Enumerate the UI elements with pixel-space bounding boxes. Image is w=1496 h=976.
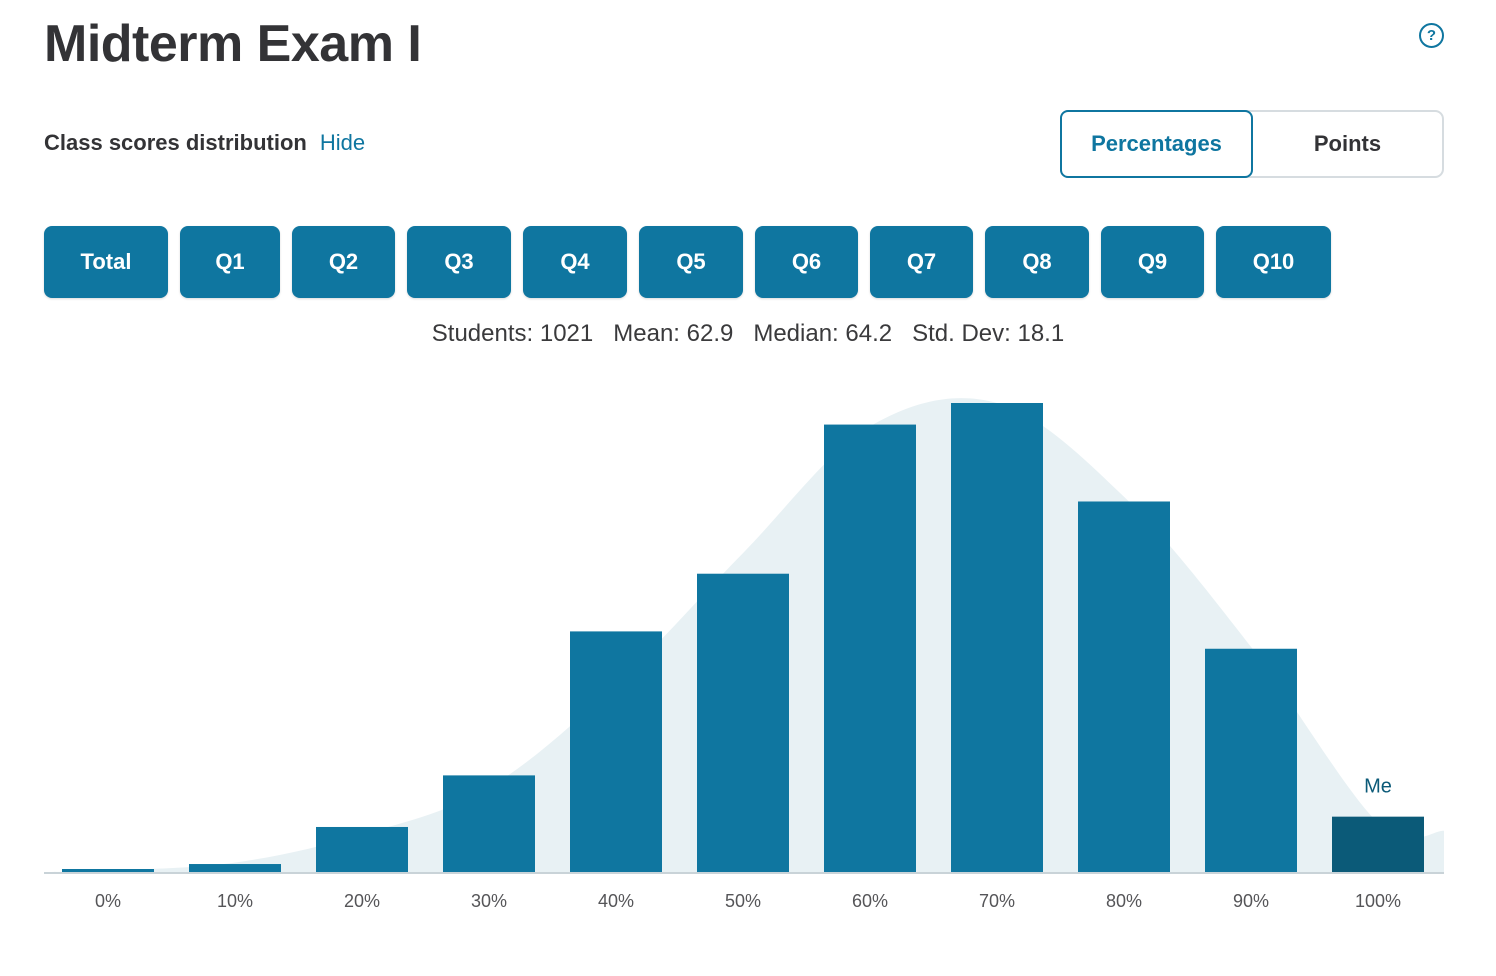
tab-q9[interactable]: Q9 <box>1101 226 1204 298</box>
histogram-bar-70pct[interactable] <box>951 403 1043 872</box>
hide-distribution-link[interactable]: Hide <box>319 130 366 155</box>
points-toggle-button[interactable]: Points <box>1313 131 1382 156</box>
histogram-bar-90pct[interactable] <box>1205 648 1297 872</box>
tab-q10[interactable]: Q10 <box>1216 226 1331 298</box>
view-toggle: Percentages Points <box>1060 110 1444 178</box>
median-score: Median: 64.2 <box>753 320 893 347</box>
tab-q2[interactable]: Q2 <box>292 226 395 298</box>
x-tick-label: 70% <box>979 891 1015 911</box>
distribution-label: Class scores distribution <box>44 130 307 155</box>
tab-q3[interactable]: Q3 <box>407 226 511 298</box>
distribution-header: Class scores distribution Hide <box>44 130 365 156</box>
histogram-bar-30pct[interactable] <box>443 775 535 872</box>
histogram-bar-50pct[interactable] <box>697 573 789 872</box>
tab-q4[interactable]: Q4 <box>523 226 627 298</box>
x-tick-label: 10% <box>217 891 253 911</box>
tab-q1[interactable]: Q1 <box>180 226 280 298</box>
x-tick-label: 30% <box>471 891 507 911</box>
histogram-bar-20pct[interactable] <box>316 826 408 872</box>
page-title: Midterm Exam I <box>44 15 422 73</box>
mean-score: Mean: 62.9 <box>613 320 734 347</box>
score-histogram: 0% 10% 20% 30% 40% 50% 60% 70% 80% 90% 100% Me <box>44 398 1444 911</box>
histogram-bar-0pct[interactable] <box>62 869 154 872</box>
x-tick-label: 80% <box>1106 891 1142 911</box>
x-tick-label: 100% <box>1355 891 1401 911</box>
x-tick-label: 40% <box>598 891 634 911</box>
x-tick-label: 20% <box>344 891 380 911</box>
tab-total[interactable]: Total <box>44 226 168 298</box>
question-tabs: Total Q1 Q2 Q3 Q4 Q5 Q6 Q7 Q8 Q9 Q10 <box>44 226 1343 298</box>
tab-q8[interactable]: Q8 <box>985 226 1089 298</box>
percentages-toggle-button[interactable]: Percentages <box>1060 110 1253 178</box>
histogram-bar-40pct[interactable] <box>570 631 662 872</box>
histogram-bar-60pct[interactable] <box>824 424 916 872</box>
score-statistics: Students: 1021 Mean: 62.9 Median: 64.2 Std.… <box>0 320 1496 348</box>
x-tick-label: 90% <box>1233 891 1269 911</box>
std-dev-score: Std. Dev: 18.1 <box>912 320 1065 347</box>
tab-q6[interactable]: Q6 <box>755 226 858 298</box>
me-marker-label: Me <box>1364 776 1392 798</box>
students-count: Students: 1021 <box>431 320 594 347</box>
tab-q7[interactable]: Q7 <box>870 226 973 298</box>
histogram-bar-10pct[interactable] <box>189 864 281 872</box>
tab-q5[interactable]: Q5 <box>639 226 743 298</box>
histogram-bar-80pct[interactable] <box>1078 501 1170 872</box>
question-circle-icon[interactable]: ? <box>1419 23 1444 48</box>
histogram-bar-100pct[interactable] <box>1332 816 1424 872</box>
x-tick-label: 60% <box>852 891 888 911</box>
x-tick-label: 50% <box>725 891 761 911</box>
x-tick-label: 0% <box>95 891 121 911</box>
